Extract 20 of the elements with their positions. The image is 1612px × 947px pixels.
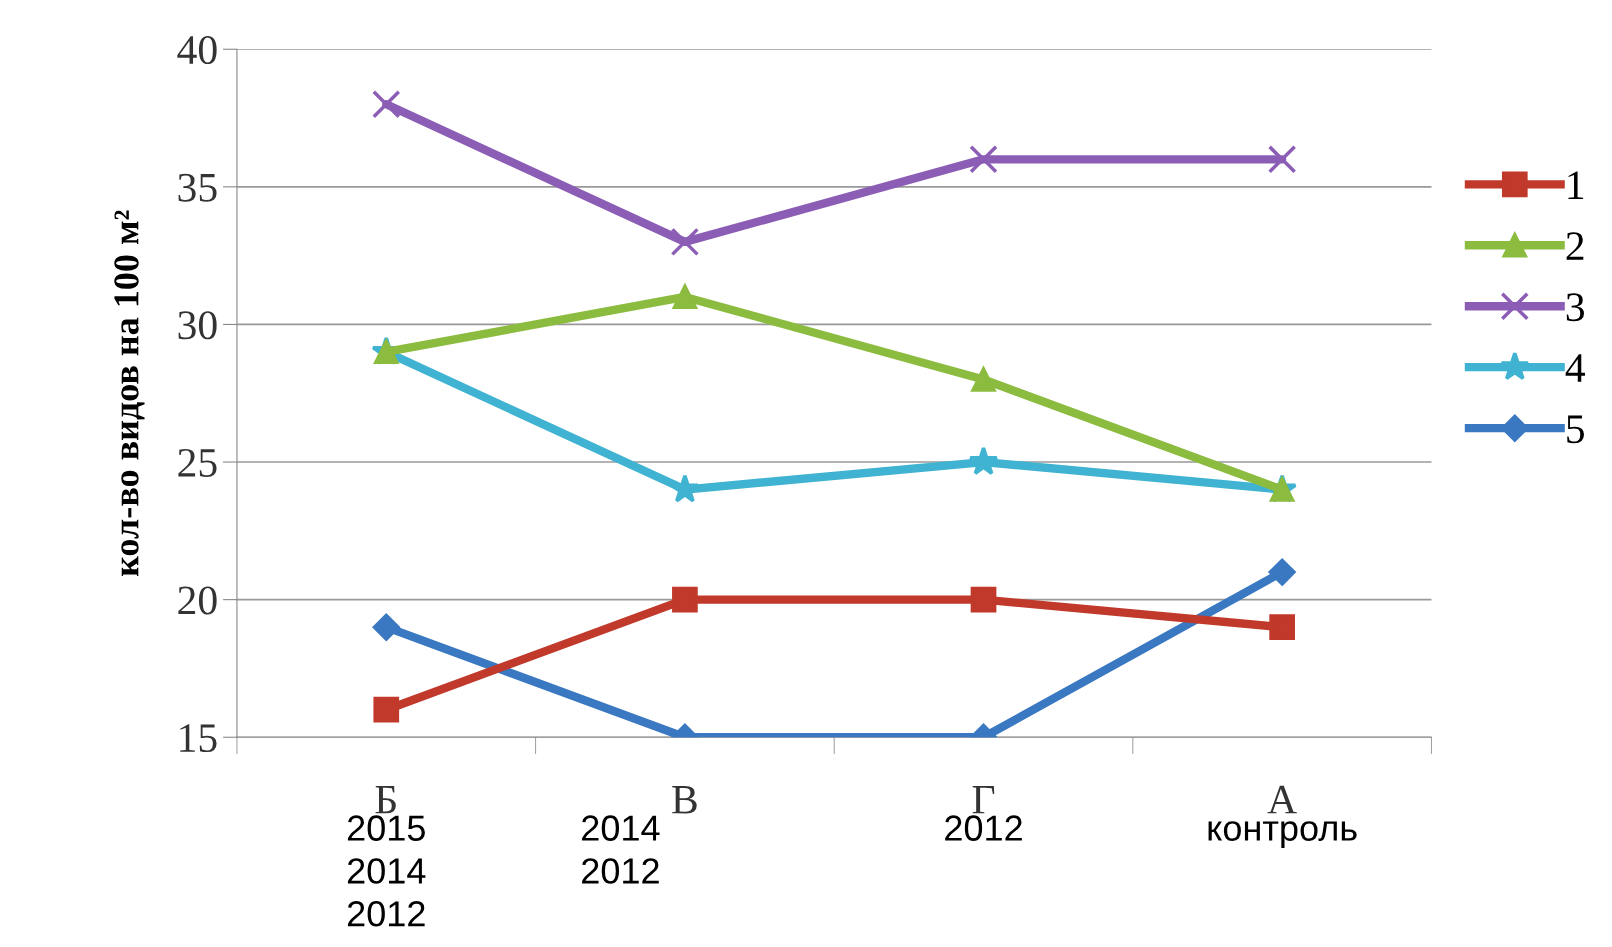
legend-label: 1 — [1568, 171, 1584, 199]
y-tick-label: 35 — [178, 173, 217, 202]
y-tick-label: 15 — [180, 724, 217, 753]
y-axis-title: кол-во видов на 100 м² — [114, 210, 145, 577]
legend-label: 5 — [1567, 415, 1584, 444]
legend-label: 4 — [1565, 354, 1585, 382]
y-tick-label: 30 — [178, 311, 217, 340]
text: 2015 2014 2012 — [347, 815, 426, 927]
text: 2014 2012 — [582, 815, 660, 884]
x-tick-label: А — [1267, 785, 1297, 814]
y-tick-label: 25 — [178, 448, 217, 477]
y-tick-label: 20 — [178, 586, 217, 615]
text: контроль — [1208, 821, 1357, 849]
legend-label: 3 — [1566, 293, 1584, 322]
x-tick-label: В — [672, 786, 697, 814]
y-tick-label: 40 — [177, 35, 217, 65]
legend-label: 2 — [1566, 232, 1584, 260]
text: 2012 — [945, 815, 1022, 841]
x-tick-label: Б — [375, 786, 396, 814]
x-tick-label: Г — [972, 786, 995, 814]
